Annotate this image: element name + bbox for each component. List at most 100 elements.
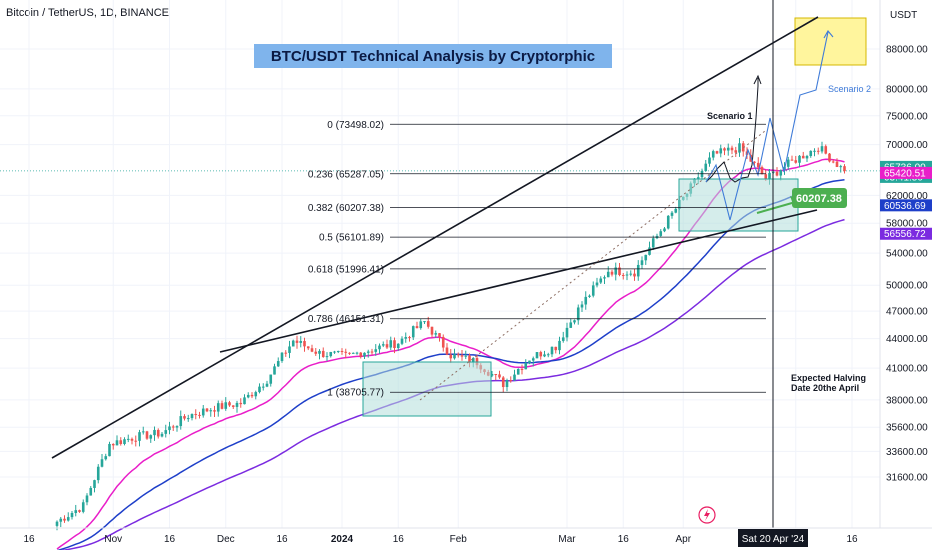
candle-body [89,487,93,496]
y-tick-label: 80000.00 [886,84,928,95]
y-tick-label: 33600.00 [886,447,928,458]
x-tick-label: Apr [675,534,691,545]
x-tick-label: 16 [23,534,35,545]
candle-body [149,435,153,439]
candle-body [809,150,813,157]
candle-body [78,510,81,512]
lightning-icon[interactable] [698,506,716,524]
candle-body [363,352,366,357]
x-tick-label: 16 [618,534,630,545]
candle-body [719,148,723,154]
candle-body [273,366,276,375]
fib-level-label: 0.382 (60207.38) [308,203,384,214]
candle-body [123,439,126,444]
candle-body [843,166,846,172]
candle-body [621,275,625,277]
scenario2-path [705,31,829,221]
halving-note-line1: Expected Halving [791,373,866,383]
candle-body [569,322,573,328]
candle-body [501,377,505,388]
dotted-trendline [419,130,766,401]
candle-body [516,369,520,375]
halving-note-line2: Date 20the April [791,383,859,393]
candle-body [468,355,471,363]
candle-body [464,355,468,357]
candle-body [554,346,558,351]
target-box [794,17,867,66]
candle-body [839,166,843,168]
candle-body [216,403,220,412]
candle-body [355,352,359,354]
candle-body [648,247,651,255]
candle-body [711,151,715,158]
support-value-label: 60207.38 [796,193,842,205]
candle-body [708,157,711,164]
candle-body [348,352,351,354]
fib-level-label: 0.5 (56101.89) [319,233,384,244]
candle-body [798,155,801,163]
y-tick-label: 58000.00 [886,219,928,230]
candle-body [336,350,340,352]
candle-body [423,321,426,323]
candle-body [513,374,516,381]
candle-body [318,350,321,354]
candle-body [93,480,96,488]
candle-body [198,414,201,416]
candle-body [145,431,149,439]
candle-body [558,340,561,351]
candle-body [205,408,209,412]
candle-body [141,431,145,433]
candle-body [100,459,104,467]
price-label-value: 65420.51 [884,168,926,179]
title-background [254,44,612,68]
candle-body [378,345,381,350]
crosshair-date-badge [738,529,808,547]
candle-body [625,274,629,276]
price-label-value: 60536.69 [884,201,926,212]
y-tick-label: 44000.00 [886,334,928,345]
time-axis[interactable]: 16Nov16Dec16202416FebMar16AprMay16 Sat 2… [0,527,932,547]
x-tick-label: 16 [846,534,858,545]
symbol-title: Bitcoin / TetherUS, 1D, BINANCE [6,7,170,19]
candle-body [314,351,318,354]
candle-body [160,433,164,437]
candle-body [794,160,798,163]
y-tick-label: 62000.00 [886,191,928,202]
fib-level-label: 0 (73498.02) [327,120,384,131]
y-tick-label: 70000.00 [886,140,928,151]
candle-body [108,443,111,457]
candle-body [629,273,633,275]
candle-body [224,402,228,409]
candle-body [404,337,408,339]
candle-body [415,326,419,329]
candle-body [509,380,513,382]
y-tick-label: 41000.00 [886,364,928,375]
candle-body [96,466,100,481]
candle-body [194,414,198,416]
candle-body [130,438,134,441]
price-label-badge [880,166,932,179]
candle-body [696,177,700,179]
lower-trendline [219,209,818,353]
candle-body [385,344,389,348]
candle-body [471,358,475,363]
candle-body [430,326,434,335]
y-tick-label: 50000.00 [886,281,928,292]
candle-body [280,352,284,362]
candle-body [183,416,186,419]
candle-body [265,383,269,387]
candle-body [81,502,85,512]
scenario1-path [705,78,759,183]
candle-body [539,352,543,357]
candle-body [584,296,588,305]
y-tick-label: 31600.00 [886,473,928,484]
candle-body [790,159,794,161]
candle-body [366,351,370,353]
candle-body [606,271,610,278]
candle-body [528,360,531,364]
candle-body [603,277,606,279]
chart-texts: BTC/USDT Technical Analysis by Cryptorph… [254,44,871,393]
price-axis[interactable]: USDT 88000.00 80000.00 75000.00 70000.00 620… [879,0,932,528]
candle-body [644,254,648,261]
